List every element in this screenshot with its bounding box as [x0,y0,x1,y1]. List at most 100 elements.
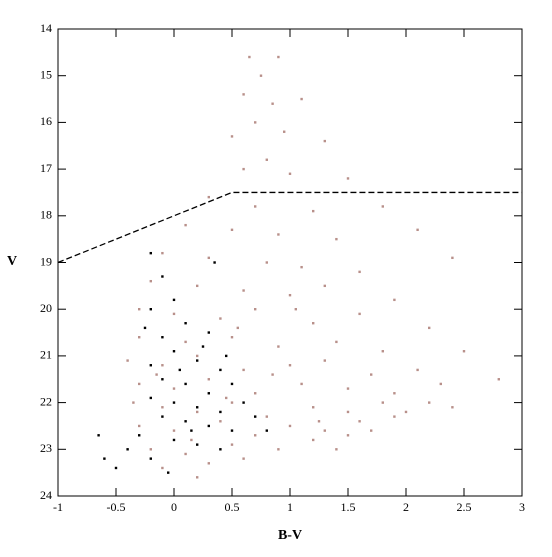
data-point [358,312,361,316]
data-point [277,345,280,348]
data-point [370,429,373,432]
x-tick-label: -0.5 [107,500,126,514]
data-point [265,261,268,264]
data-point [259,74,263,77]
data-point [451,406,454,409]
data-point [132,401,135,404]
y-tick-label: 20 [40,301,52,315]
data-point [230,429,234,432]
data-point [138,434,141,437]
data-point [97,434,100,437]
data-point [201,345,205,348]
data-point [184,223,187,227]
data-point [236,326,239,330]
data-point [184,382,187,386]
data-point [277,448,280,451]
data-point [428,326,431,330]
data-point [323,139,326,143]
data-point [184,420,187,423]
data-point [207,392,210,395]
data-point [172,429,176,432]
data-point [230,382,234,386]
y-tick-label: 22 [40,394,52,408]
data-point [184,322,187,325]
data-point [277,233,280,236]
data-point [161,466,164,470]
data-point [230,135,234,138]
data-point [462,350,466,353]
data-point [161,364,164,367]
data-point [265,415,268,418]
data-point [428,401,431,404]
x-axis-label: B-V [278,528,302,543]
data-point [225,396,228,400]
data-point [288,364,292,367]
data-point [230,336,234,339]
data-point [283,130,286,133]
data-point [381,401,384,404]
data-point [149,279,152,283]
data-point [196,406,199,409]
data-point [207,256,210,260]
data-point [312,209,315,213]
data-point [358,420,361,423]
data-point [196,410,199,414]
data-point [416,368,419,372]
data-point [138,308,141,311]
data-point [207,424,210,428]
data-point [149,457,152,460]
data-point [416,228,419,232]
data-point [317,420,321,423]
data-point [138,382,141,386]
data-point [393,415,396,418]
data-point [184,452,187,456]
y-tick-label: 17 [40,161,52,175]
data-point [207,462,210,465]
y-tick-label: 15 [40,67,52,81]
data-point [219,317,222,320]
data-point [225,354,228,358]
data-point [230,228,234,232]
data-point [196,354,199,358]
data-point [190,438,193,442]
data-point [393,298,396,302]
data-point [138,424,141,428]
boundary-line [57,191,522,264]
data-point [161,336,164,339]
data-point [271,373,274,376]
data-point [126,448,129,451]
data-point [242,368,245,372]
x-tick-label: 1.5 [341,500,356,514]
data-point [172,298,176,302]
data-point [219,410,222,414]
data-point [103,457,106,460]
x-tick-label: 1 [287,500,293,514]
data-point [346,387,350,390]
data-point [335,237,338,241]
data-point [300,265,303,269]
data-point [178,368,181,372]
data-point [196,359,199,362]
data-point [254,308,257,311]
x-tick-label: -1 [53,500,63,514]
data-point [254,121,257,124]
x-tick-label: 2 [403,500,409,514]
data-point [248,55,251,59]
x-tick-label: 2.5 [457,500,472,514]
data-point [161,378,164,381]
data-point [451,256,454,260]
data-point [167,471,170,474]
y-tick-label: 24 [40,488,52,502]
data-point [161,406,164,409]
data-point [254,392,257,395]
data-point [242,167,245,171]
y-tick-label: 23 [40,441,52,455]
data-point [155,373,158,376]
data-point [207,195,210,199]
data-point [219,368,222,372]
data-point [312,438,315,442]
data-point [335,448,338,451]
data-point [439,382,442,386]
